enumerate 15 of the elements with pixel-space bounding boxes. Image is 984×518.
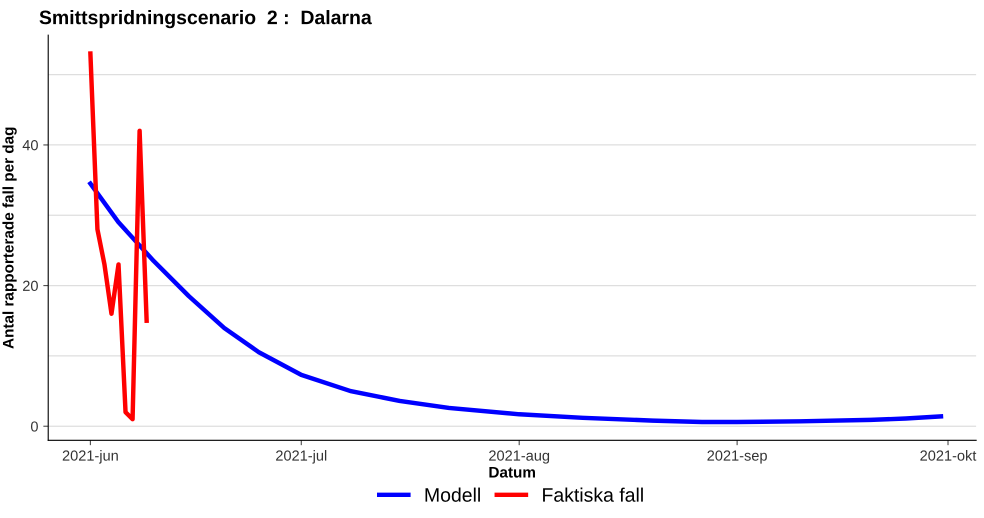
chart-title: Smittspridningscenario 2 : Dalarna xyxy=(39,10,372,28)
line-series xyxy=(88,51,149,422)
x-tick-label: 2021-sep xyxy=(707,450,767,464)
x-tick-label: 2021-jul xyxy=(276,450,326,464)
x-tick-label: 2021-jun xyxy=(62,450,118,464)
y-tick-label: 20 xyxy=(23,280,38,292)
x-tick-label: 2021-okt xyxy=(920,450,976,461)
x-axis-title: Datum xyxy=(489,466,535,478)
x-tick-label: 2021-aug xyxy=(489,450,550,464)
legend-label: Modell xyxy=(426,488,480,502)
y-tick-label: 0 xyxy=(30,421,38,432)
y-axis-title: Antal rapporterade fall per dag xyxy=(2,128,17,349)
y-tick-label: 40 xyxy=(22,140,38,150)
legend-label: Faktiska fall xyxy=(543,488,643,502)
line-series xyxy=(88,181,944,424)
